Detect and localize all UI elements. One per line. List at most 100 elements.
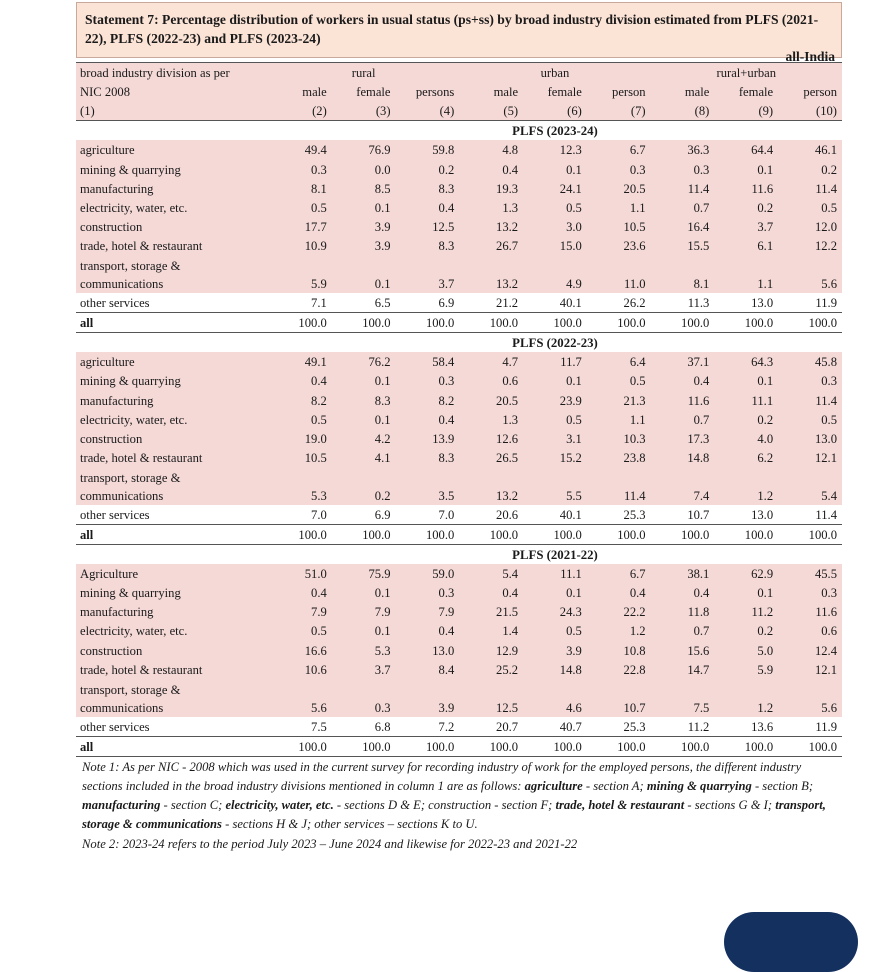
table-cell: 76.9 — [331, 140, 396, 160]
section-header-blank — [76, 332, 268, 353]
table-cell: 0.4 — [268, 583, 332, 603]
header-row-subcols: NIC 2008 male female persons male female… — [76, 82, 842, 102]
table-cell: 36.3 — [650, 140, 715, 160]
table-cell: 23.6 — [586, 235, 651, 255]
table-cell: 59.8 — [395, 140, 460, 160]
table-cell: 5.6 — [268, 678, 332, 717]
header-col1-num: (1) — [76, 101, 268, 122]
table-cell: 11.4 — [778, 390, 842, 410]
scope-label: all-India — [785, 49, 835, 64]
table-cell: 13.0 — [714, 292, 779, 313]
table-cell: 3.9 — [331, 235, 396, 255]
table-cell: 26.5 — [459, 447, 524, 467]
total-cell: 100.0 — [778, 523, 842, 545]
table-cell: 6.5 — [331, 292, 396, 313]
header-colnum: (2) — [268, 101, 332, 122]
table-cell: 5.0 — [714, 640, 779, 660]
table-cell: 5.3 — [331, 640, 396, 660]
table-cell: 0.6 — [459, 371, 524, 391]
table-cell: 3.0 — [523, 216, 587, 236]
table-cell: 59.0 — [395, 564, 460, 584]
note-text: - sections G & I; — [684, 798, 776, 813]
table-cell: 0.3 — [778, 371, 842, 391]
table-cell: 1.1 — [714, 254, 779, 293]
table-cell: 6.1 — [714, 235, 779, 255]
table-cell: 1.1 — [586, 409, 651, 429]
table-cell: 11.9 — [778, 292, 842, 313]
table-cell: 6.2 — [714, 447, 779, 467]
total-cell: 100.0 — [459, 312, 524, 334]
table-cell: 10.5 — [268, 447, 332, 467]
table-cell: 5.9 — [268, 254, 332, 293]
table-cell: 22.8 — [586, 659, 651, 679]
table-cell: 11.4 — [778, 504, 842, 525]
table-cell: 0.2 — [395, 159, 460, 179]
table-cell: 15.6 — [650, 640, 715, 660]
table-cell: 1.3 — [459, 197, 524, 217]
table-cell: 0.1 — [331, 621, 396, 641]
table-cell: 1.4 — [459, 621, 524, 641]
row-label: Agriculture — [76, 564, 268, 584]
table-cell: 12.9 — [459, 640, 524, 660]
table-cell: 4.1 — [331, 447, 396, 467]
row-label: manufacturing — [76, 178, 268, 198]
table-cell: 49.1 — [268, 352, 332, 372]
table-cell: 25.3 — [586, 504, 651, 525]
total-cell: 100.0 — [778, 735, 842, 757]
table-cell: 20.6 — [459, 504, 524, 525]
table-row: trade, hotel & restaurant 10.9 3.9 8.3 26.7 1… — [76, 235, 842, 255]
floating-action-button[interactable] — [724, 912, 858, 972]
table-cell: 0.1 — [331, 371, 396, 391]
table-cell: 7.9 — [331, 602, 396, 622]
table-cell: 8.1 — [650, 254, 715, 293]
note-term-mining: mining & quarrying — [646, 779, 752, 794]
table-row: agriculture 49.1 76.2 58.4 4.7 11.7 6.4 37.1 64.… — [76, 352, 842, 372]
table-cell: 0.1 — [331, 254, 396, 293]
table-cell: 7.9 — [268, 602, 332, 622]
table-cell: 4.0 — [714, 428, 779, 448]
table-notes: Note 1: As per NIC - 2008 which was used… — [76, 757, 842, 854]
header-col1-line2: NIC 2008 — [76, 82, 268, 102]
total-cell: 100.0 — [268, 523, 332, 545]
table-cell: 6.4 — [586, 352, 651, 372]
section-header-blank — [76, 120, 268, 141]
table-cell: 0.3 — [268, 159, 332, 179]
table-cell: 5.9 — [714, 659, 779, 679]
header-subcol: male — [459, 82, 524, 102]
table-cell: 11.6 — [650, 390, 715, 410]
table-cell: 0.1 — [714, 159, 779, 179]
table-row: manufacturing 8.1 8.5 8.3 19.3 24.1 20.5 11.4 11… — [76, 178, 842, 198]
title-box: Statement 7: Percentage distribution of … — [76, 2, 842, 64]
table-cell: 0.4 — [395, 409, 460, 429]
table-cell: 3.7 — [331, 659, 396, 679]
table-cell: 21.5 — [459, 602, 524, 622]
table-cell: 37.1 — [650, 352, 715, 372]
table-cell: 0.5 — [268, 621, 332, 641]
table-cell: 11.6 — [778, 602, 842, 622]
header-subcol: person — [778, 82, 842, 102]
table-cell: 0.1 — [523, 583, 587, 603]
header-colnum: (3) — [331, 101, 396, 122]
table-cell: 12.6 — [459, 428, 524, 448]
table-cell: 11.8 — [650, 602, 715, 622]
table-cell: 0.5 — [523, 197, 587, 217]
table-cell: 0.1 — [523, 371, 587, 391]
table-row: transport, storage & communications 5.6 0.… — [76, 678, 842, 717]
table-cell: 10.9 — [268, 235, 332, 255]
table-cell: 25.2 — [459, 659, 524, 679]
table-cell: 7.9 — [395, 602, 460, 622]
table-cell: 51.0 — [268, 564, 332, 584]
total-cell: 100.0 — [268, 312, 332, 334]
table-row: Agriculture 51.0 75.9 59.0 5.4 11.1 6.7 38.1 62.… — [76, 564, 842, 584]
table-cell: 4.8 — [459, 140, 524, 160]
table-cell: 7.5 — [268, 716, 332, 737]
table-cell: 12.3 — [523, 140, 587, 160]
table-cell: 3.7 — [714, 216, 779, 236]
table-cell: 40.1 — [523, 292, 587, 313]
table-cell: 11.3 — [650, 292, 715, 313]
total-cell: 100.0 — [268, 735, 332, 757]
table-cell: 0.2 — [331, 466, 396, 505]
table-cell: 13.2 — [459, 216, 524, 236]
header-subcol: female — [331, 82, 396, 102]
table-cell: 0.1 — [714, 371, 779, 391]
